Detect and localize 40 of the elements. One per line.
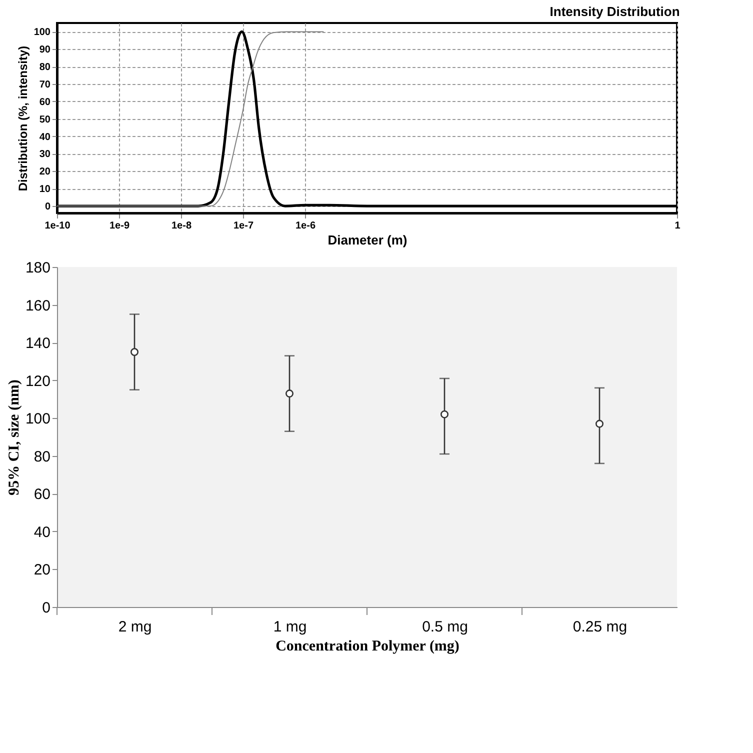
x-tick-label: 0.5 mg bbox=[422, 618, 468, 636]
y-tick-label: 50 bbox=[39, 114, 51, 126]
x-tick-label: 2 mg bbox=[118, 618, 152, 636]
y-tick-label: 30 bbox=[39, 149, 51, 160]
x-tick-label: 0.25 mg bbox=[572, 618, 628, 636]
y-tick-label: 80 bbox=[34, 448, 50, 466]
point bbox=[440, 410, 449, 418]
y-tick-label: 10 bbox=[39, 184, 51, 196]
y-tick-label: 40 bbox=[34, 524, 50, 541]
chart-title: Intensity Distribution bbox=[550, 4, 680, 19]
x-tick-label: 1 bbox=[674, 220, 681, 232]
y-tick-label: 90 bbox=[39, 44, 51, 56]
point bbox=[595, 420, 604, 428]
x-tick-label: 1e-8 bbox=[171, 220, 192, 232]
y-tick-label: 140 bbox=[25, 335, 50, 352]
y-axis-title: 95% CI, size (nm) bbox=[6, 380, 22, 496]
x-tick-label: 1e-6 bbox=[295, 220, 316, 232]
y-tick-label: 60 bbox=[39, 96, 51, 108]
y-tick-label: 160 bbox=[25, 297, 50, 314]
y-tick-label: 20 bbox=[39, 166, 51, 178]
x-tick-label: 1e-7 bbox=[233, 220, 254, 232]
point bbox=[130, 348, 139, 356]
y-tick-label: 20 bbox=[34, 562, 50, 579]
y-tick-label: 60 bbox=[34, 486, 50, 504]
y-tick-label: 80 bbox=[39, 62, 51, 74]
x-tick-label: 1 mg bbox=[273, 618, 307, 636]
y-tick-label: 180 bbox=[25, 260, 50, 276]
x-axis-title: Diameter (m) bbox=[328, 232, 408, 248]
y-tick-label: 100 bbox=[34, 27, 51, 38]
y-tick-label: 0 bbox=[44, 202, 51, 213]
x-tick-label: 1e-10 bbox=[44, 220, 71, 232]
x-axis-title: Concentration Polymer (mg) bbox=[276, 638, 460, 654]
point bbox=[285, 390, 294, 398]
y-axis-title: Distribution (%, intensity) bbox=[16, 46, 30, 192]
y-tick-label: 70 bbox=[39, 80, 51, 91]
y-tick-label: 100 bbox=[25, 410, 50, 428]
y-tick-label: 40 bbox=[39, 132, 51, 143]
y-tick-label: 120 bbox=[25, 372, 50, 390]
x-tick-label: 1e-9 bbox=[109, 220, 130, 232]
y-tick-label: 0 bbox=[42, 600, 50, 616]
